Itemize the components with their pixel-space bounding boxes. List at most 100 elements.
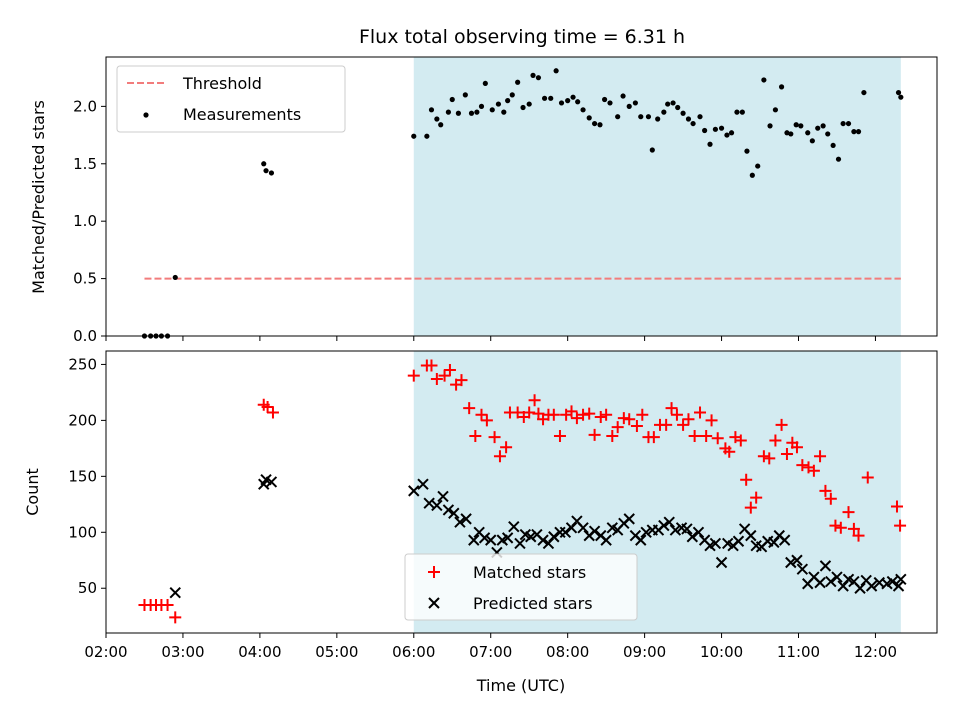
x-tick-label: 04:00 — [238, 643, 281, 661]
predicted-star-point — [819, 560, 832, 572]
matched-star-point — [660, 418, 673, 431]
bottom-legend: Matched stars Predicted stars — [404, 553, 638, 621]
matched-star-point — [577, 408, 590, 421]
matched-star-point — [824, 492, 837, 505]
matched-star-point — [829, 519, 842, 532]
y-tick-label: 2.0 — [73, 97, 97, 115]
y-tick-label: 200 — [68, 411, 97, 429]
x-tick-label: 11:00 — [777, 643, 820, 661]
measurement-point — [670, 100, 676, 106]
predicted-star-point — [831, 571, 843, 583]
matched-star-point — [682, 413, 695, 426]
predicted-star-point — [478, 532, 491, 544]
measurement-point — [638, 114, 644, 120]
measurement-point — [697, 114, 703, 120]
matched-star-point — [665, 402, 678, 415]
predicted-star-point — [778, 534, 791, 546]
predicted-star-point — [537, 534, 549, 546]
predicted-star-point — [623, 513, 635, 525]
measurement-point — [707, 141, 713, 147]
measurement-point — [645, 114, 652, 120]
measurement-point — [489, 107, 495, 113]
matched-star-point — [819, 484, 832, 497]
y-tick-label: 0.0 — [73, 327, 97, 345]
predicted-star-point — [485, 534, 497, 546]
matched-star-point — [443, 364, 456, 377]
matched-star-point — [565, 405, 578, 418]
matched-star-point — [694, 406, 707, 419]
measurement-point — [830, 142, 836, 149]
matched-star-point — [757, 450, 770, 463]
measurement-point — [261, 161, 267, 167]
matched-star-point — [688, 430, 701, 443]
predicted-star-point — [454, 516, 466, 528]
legend-predicted-swatch — [428, 597, 440, 609]
matched-star-point — [814, 450, 827, 463]
predicted-star-point — [437, 490, 449, 503]
measurement-point — [515, 79, 521, 85]
measurement-point — [845, 120, 852, 127]
predicted-star-point — [709, 537, 722, 550]
measurement-point — [685, 116, 692, 122]
measurement-point — [468, 110, 475, 116]
measurement-point — [851, 129, 857, 135]
legend-measurements-label: Measurements — [183, 105, 301, 124]
legend-threshold-label: Threshold — [182, 74, 262, 93]
predicted-star-point — [663, 516, 675, 528]
matched-stars-points — [138, 359, 907, 624]
predicted-star-point — [681, 523, 693, 535]
measurement-point — [749, 172, 755, 178]
measurement-point — [172, 274, 178, 281]
measurement-point — [820, 123, 826, 129]
measurement-point — [798, 123, 804, 129]
matched-star-point — [606, 430, 619, 443]
matched-star-point — [734, 434, 747, 447]
measurement-point — [482, 80, 488, 87]
matched-star-point — [266, 406, 279, 419]
matched-star-point — [583, 407, 596, 420]
measurement-point — [702, 127, 708, 134]
measurement-point — [898, 94, 904, 100]
y-tick-label: 0.5 — [73, 270, 97, 288]
measurement-point — [474, 109, 480, 115]
x-tick-label: 02:00 — [84, 643, 127, 661]
top-y-ticks: 0.0 0.5 1.0 1.5 2.0 — [73, 97, 106, 345]
matched-star-point — [469, 430, 482, 443]
measurement-point — [809, 138, 815, 144]
x-tick-label: 09:00 — [623, 643, 666, 661]
matched-star-point — [425, 359, 438, 372]
matched-star-point — [475, 408, 488, 421]
measurement-point — [495, 101, 502, 107]
matched-star-point — [430, 372, 443, 385]
bottom-panel: 50 100 150 200 250 02:00 03:00 04:00 05:00 06:00… — [23, 350, 938, 695]
matched-star-point — [630, 419, 643, 432]
y-tick-label: 1.5 — [73, 155, 97, 173]
matched-star-point — [705, 414, 718, 427]
measurement-point — [438, 122, 444, 128]
matched-star-point — [842, 506, 855, 519]
matched-star-point — [647, 431, 660, 444]
predicted-star-point — [854, 582, 866, 594]
measurement-point — [734, 109, 740, 115]
x-tick-label: 07:00 — [469, 643, 512, 661]
legend-matched-swatch — [428, 566, 440, 578]
predicted-star-point — [548, 531, 560, 543]
measurement-point — [690, 120, 696, 127]
predicted-star-point — [895, 573, 907, 585]
y-tick-label: 100 — [68, 523, 97, 541]
measurement-point — [718, 125, 725, 131]
predicted-star-point — [460, 513, 472, 525]
measurement-point — [548, 95, 554, 101]
predicted-star-point — [886, 575, 899, 588]
measurement-point — [835, 156, 842, 162]
predicted-star-point — [468, 534, 480, 546]
matched-star-point — [570, 412, 583, 425]
predicted-star-point — [825, 575, 837, 588]
matched-star-point — [500, 441, 513, 454]
predicted-star-point — [508, 520, 520, 533]
measurement-point — [586, 115, 592, 121]
predicted-star-point — [732, 535, 745, 547]
predicted-star-point — [577, 522, 589, 534]
x-tick-label: 12:00 — [854, 643, 897, 661]
